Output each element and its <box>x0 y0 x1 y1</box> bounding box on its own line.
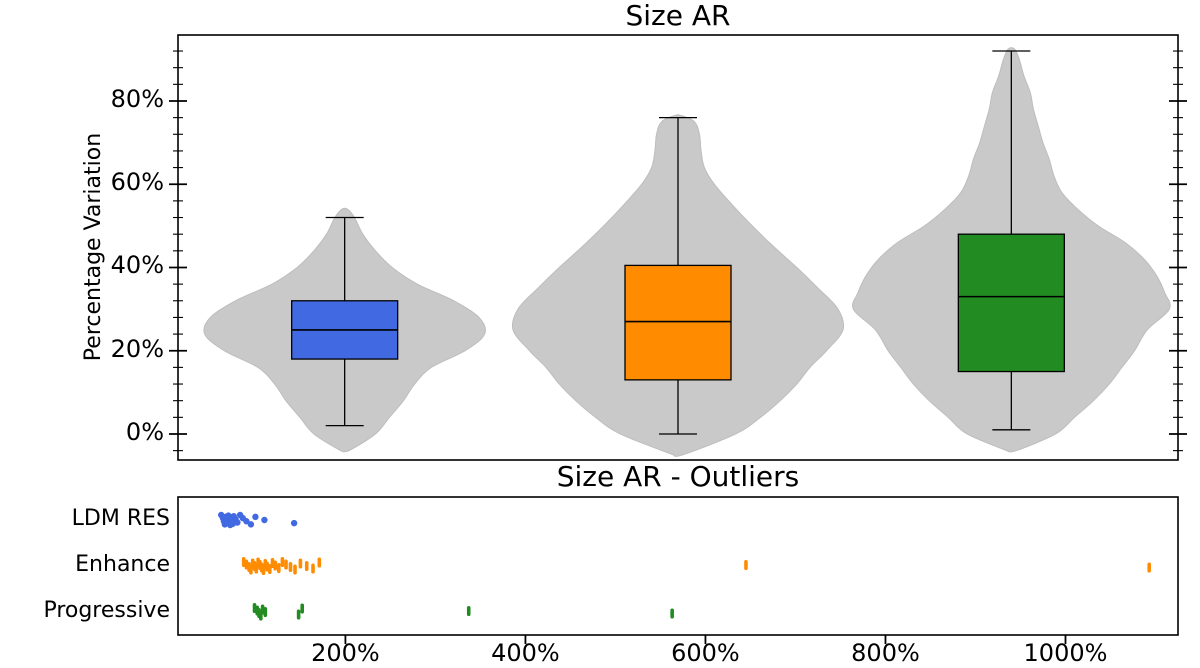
outlier-point-enhance <box>317 557 322 568</box>
box-enhance <box>624 264 732 381</box>
outlier-point-ldm-res <box>243 518 250 525</box>
outlier-point-progressive <box>466 606 471 616</box>
outlier-point-ldm-res <box>261 516 268 524</box>
y-tick-label: 40% <box>110 251 164 280</box>
x-tick-label: 200% <box>311 639 380 667</box>
outlier-point-enhance <box>277 563 281 573</box>
y-tick-label: 0% <box>125 417 164 446</box>
outlier-point-ldm-res <box>290 519 298 527</box>
outlier-point-enhance <box>268 564 272 574</box>
outlier-point-enhance <box>241 557 246 567</box>
outlier-point-ldm-res <box>252 513 259 521</box>
top-chart-title: Size AR <box>625 0 731 32</box>
y-tick-label: 20% <box>110 334 164 363</box>
outlier-point-progressive <box>252 603 257 613</box>
bottom-chart-title: Size AR - Outliers <box>556 460 800 493</box>
x-tick-label: 800% <box>851 639 920 667</box>
y-tick-label: 80% <box>110 84 164 113</box>
category-label-enhance: Enhance <box>75 552 170 577</box>
outlier-point-enhance <box>293 564 297 575</box>
outlier-point-enhance <box>744 560 748 570</box>
category-label-ldm-res: LDM RES <box>71 506 170 531</box>
outlier-point-enhance <box>244 559 249 570</box>
category-label-progressive: Progressive <box>43 598 170 623</box>
outlier-point-ldm-res <box>247 521 255 528</box>
outlier-point-enhance <box>270 558 275 568</box>
outlier-point-progressive <box>296 609 301 620</box>
outlier-point-enhance <box>311 563 315 574</box>
x-tick-label: 1000% <box>1023 639 1108 667</box>
outlier-point-enhance <box>304 561 309 571</box>
outlier-point-enhance <box>288 562 293 572</box>
top-panel-border <box>177 34 1179 461</box>
x-tick-label: 400% <box>491 639 560 667</box>
outlier-point-enhance <box>1147 562 1151 573</box>
y-tick-label: 60% <box>110 168 164 197</box>
box-progressive <box>957 233 1065 373</box>
outlier-point-enhance <box>280 557 285 567</box>
outlier-point-enhance <box>284 559 288 570</box>
x-tick-label: 600% <box>671 639 740 667</box>
outlier-point-enhance <box>273 560 278 571</box>
outlier-point-progressive <box>670 608 674 619</box>
outlier-point-enhance <box>298 558 303 569</box>
outlier-point-ldm-res <box>234 519 241 526</box>
outlier-point-progressive <box>263 607 268 617</box>
outlier-point-progressive <box>300 603 305 614</box>
outlier-point-enhance <box>265 561 269 572</box>
bottom-panel-border <box>177 496 1179 636</box>
outlier-point-progressive <box>260 604 265 615</box>
